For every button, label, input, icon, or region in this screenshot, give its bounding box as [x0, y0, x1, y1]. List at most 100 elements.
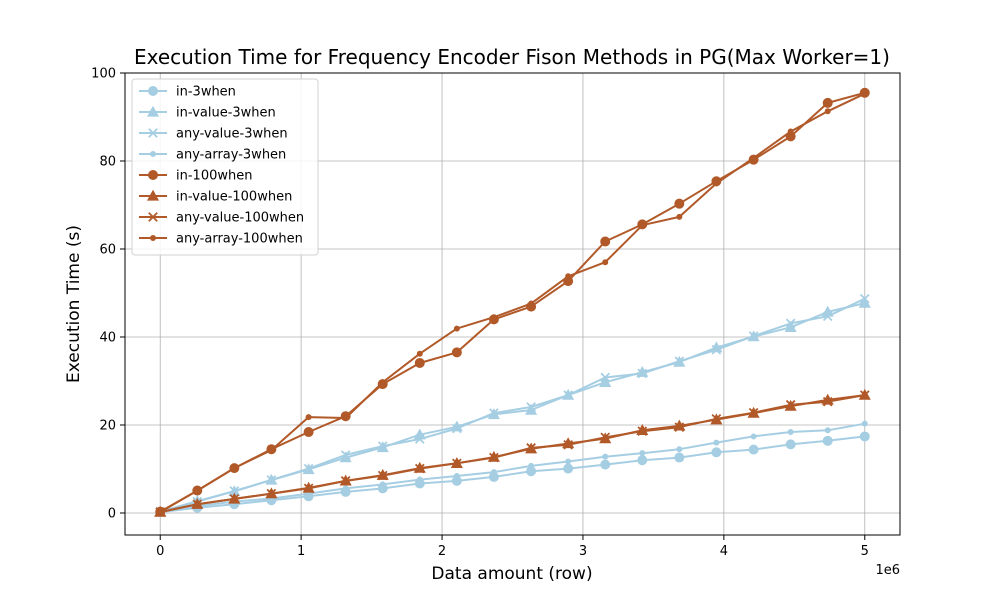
- data-point: [674, 452, 685, 463]
- data-point: [453, 325, 460, 332]
- legend-item: any-array-100when: [139, 232, 303, 247]
- data-point: [822, 97, 833, 108]
- data-point: [414, 357, 425, 368]
- data-point: [266, 475, 277, 485]
- data-point: [489, 408, 499, 418]
- series-any-value-3when: [155, 293, 870, 517]
- data-point: [599, 376, 612, 387]
- legend-label: in-value-100when: [176, 190, 292, 205]
- data-point: [377, 441, 388, 451]
- data-point: [822, 311, 833, 322]
- data-point: [528, 300, 535, 307]
- x-tick-label: 0: [156, 544, 164, 559]
- series-any-value-100when: [155, 390, 870, 517]
- legend-label: any-value-100when: [176, 211, 304, 226]
- data-point: [713, 439, 720, 446]
- data-point: [748, 444, 759, 455]
- series-line: [159, 297, 866, 513]
- legend-label: in-3when: [176, 85, 236, 100]
- x-tick-label: 4: [720, 544, 728, 559]
- y-axis: 0 20 40 60 80 100: [91, 67, 125, 522]
- data-point: [637, 368, 648, 379]
- data-point: [639, 450, 646, 457]
- legend-marker: [146, 105, 160, 117]
- data-point: [858, 296, 871, 308]
- legend-item: any-value-3when: [139, 127, 288, 142]
- data-point: [340, 476, 351, 486]
- data-point: [229, 486, 240, 496]
- y-tick-label: 40: [99, 331, 116, 346]
- series-any-array-100when: [157, 90, 868, 516]
- legend-marker: [148, 128, 158, 138]
- legend-box: [131, 78, 319, 256]
- data-point: [711, 414, 722, 424]
- y-tick-label: 60: [99, 243, 116, 258]
- data-point: [750, 433, 757, 440]
- y-tick-label: 80: [99, 155, 116, 170]
- data-point: [787, 128, 794, 135]
- data-point: [377, 470, 388, 481]
- data-point: [452, 423, 462, 434]
- data-point: [861, 420, 868, 427]
- data-point: [824, 108, 831, 115]
- data-point: [676, 213, 683, 220]
- data-point: [600, 459, 611, 470]
- data-point: [194, 487, 201, 494]
- data-point: [600, 372, 611, 383]
- data-point: [787, 429, 794, 436]
- data-point: [526, 443, 536, 453]
- data-point: [414, 434, 425, 444]
- series-line: [160, 422, 865, 514]
- data-point: [489, 452, 499, 463]
- x-tick-label: 3: [579, 544, 587, 559]
- data-point: [490, 314, 497, 321]
- x-axis-offset-label: 1e6: [875, 563, 900, 578]
- data-point: [565, 458, 572, 465]
- data-point: [859, 390, 870, 400]
- data-point: [451, 347, 462, 358]
- data-point: [748, 331, 759, 341]
- legend-marker: [148, 170, 158, 180]
- data-point: [637, 455, 648, 466]
- data-point: [600, 432, 611, 443]
- data-point: [748, 407, 759, 418]
- series-line: [160, 435, 865, 514]
- y-tick-label: 20: [99, 419, 116, 434]
- data-point: [713, 180, 720, 187]
- series-lines: [154, 87, 871, 518]
- data-point: [229, 494, 240, 504]
- legend-marker: [148, 212, 158, 222]
- y-axis-label: Execution Time (s): [64, 225, 84, 383]
- legend-label: any-array-100when: [176, 232, 303, 247]
- legend-marker: [150, 235, 156, 241]
- data-point: [785, 399, 796, 410]
- data-point: [452, 458, 462, 469]
- data-point: [711, 344, 722, 355]
- data-point: [565, 273, 572, 280]
- legend-item: in-3when: [139, 85, 236, 100]
- legend-item: in-100when: [139, 169, 252, 184]
- data-point: [192, 499, 203, 510]
- legend-label: any-array-3when: [176, 148, 286, 163]
- data-point: [231, 465, 238, 472]
- data-point: [305, 414, 312, 421]
- chart-title: Execution Time for Frequency Encoder Fis…: [134, 45, 890, 69]
- data-point: [824, 427, 831, 434]
- data-point: [859, 431, 870, 442]
- data-point: [303, 483, 314, 494]
- x-tick-label: 2: [438, 544, 446, 559]
- data-point: [563, 439, 573, 450]
- data-point: [416, 350, 423, 357]
- data-point: [414, 463, 425, 474]
- data-point: [453, 473, 460, 480]
- data-point: [711, 447, 722, 458]
- data-point: [526, 402, 536, 412]
- data-point: [342, 414, 349, 421]
- y-tick-label: 100: [91, 67, 116, 82]
- legend-marker: [148, 86, 158, 96]
- data-point: [861, 90, 868, 97]
- data-point: [342, 485, 349, 492]
- data-point: [303, 427, 314, 438]
